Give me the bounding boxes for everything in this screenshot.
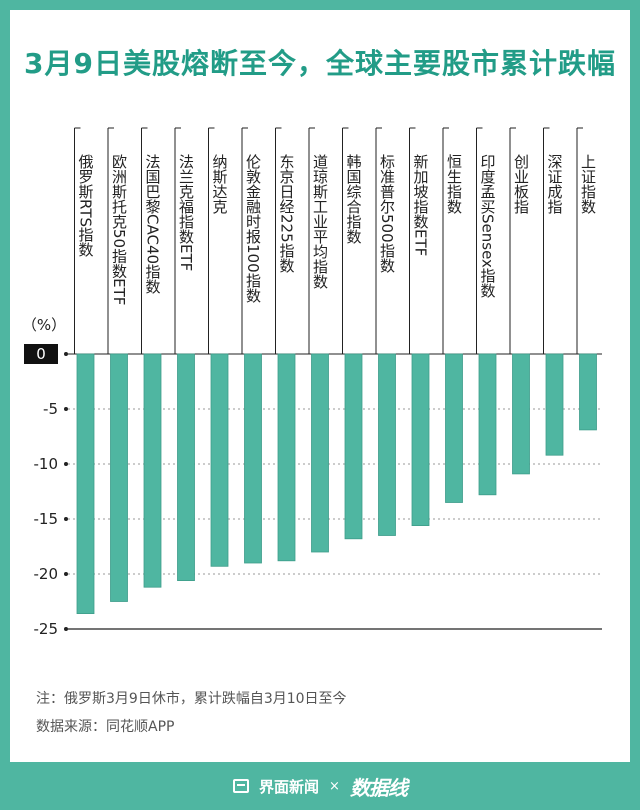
bar xyxy=(110,353,128,602)
tick-dot xyxy=(64,517,68,521)
category-label: 法国巴黎CAC40指数 xyxy=(144,154,162,294)
bar xyxy=(378,353,396,536)
category-label: 俄罗斯RTS指数 xyxy=(77,154,95,257)
footer-brand-bar: 界面新闻 × 数据线 xyxy=(0,762,640,810)
data-source: 数据来源：同花顺APP xyxy=(36,719,175,735)
category-label: 深证成指 xyxy=(546,154,564,215)
chart-title: 3月9日美股熔断至今，全球主要股市累计跌幅 xyxy=(24,47,616,80)
y-tick-label: -5 xyxy=(43,400,58,418)
bar xyxy=(512,353,530,475)
bar xyxy=(344,353,363,540)
category-label: 恒生指数 xyxy=(445,154,463,214)
bar xyxy=(76,353,95,615)
tick-dot xyxy=(64,572,68,576)
footnote: 注：俄罗斯3月9日休市，累计跌幅自3月10日至今 xyxy=(36,691,347,707)
tick-dot xyxy=(64,462,68,466)
y-axis-unit-label: （%） xyxy=(22,316,66,334)
bar-chart: （%） 0 -5 -10 -15 -20 -25 俄罗斯RTS指数 欧洲斯托克50指数ETF 法国… xyxy=(22,127,602,638)
category-label: 新加坡指数ETF xyxy=(412,154,430,256)
category-label: 创业板指 xyxy=(512,154,530,215)
bar xyxy=(545,353,564,456)
bar xyxy=(244,353,262,564)
y-tick-label: -25 xyxy=(34,620,59,638)
zero-tick-badge xyxy=(24,344,58,364)
tick-dot xyxy=(64,352,68,356)
y-tick-label: -15 xyxy=(34,510,59,528)
y-tick-label: 0 xyxy=(36,345,46,363)
brand-datawire: 数据线 xyxy=(349,775,408,800)
y-tick-label: -20 xyxy=(34,565,59,583)
category-label: 标准普尔500指数 xyxy=(378,154,396,273)
news-logo-icon xyxy=(233,779,250,793)
y-tick-label: -10 xyxy=(34,455,59,473)
bar xyxy=(210,353,229,567)
category-label: 印度孟买Sensex指数 xyxy=(479,154,497,298)
category-label: 东京日经225指数 xyxy=(278,154,296,273)
bar xyxy=(143,353,162,588)
category-label: 韩国综合指数 xyxy=(345,154,363,244)
tick-dot xyxy=(64,407,68,411)
category-label: 纳斯达克 xyxy=(211,154,229,215)
category-label: 上证指数 xyxy=(579,154,597,214)
category-label: 道琼斯工业平均指数 xyxy=(311,154,329,289)
category-label: 欧洲斯托克50指数ETF xyxy=(110,154,128,305)
bar xyxy=(445,353,463,503)
bar xyxy=(311,353,329,553)
chart-card: 3月9日美股熔断至今，全球主要股市累计跌幅 （%） 0 -5 -10 -15 -20 -25… xyxy=(10,10,630,762)
bar xyxy=(177,353,195,582)
bar xyxy=(411,353,430,527)
brand-separator: × xyxy=(329,778,340,794)
bar xyxy=(579,353,597,431)
bar xyxy=(478,353,497,496)
brand-jiemian: 界面新闻 xyxy=(259,777,320,796)
tick-dot xyxy=(64,627,68,631)
bar xyxy=(277,353,296,562)
category-label: 法兰克福指数ETF xyxy=(177,154,195,271)
category-label: 伦敦金融时报100指数 xyxy=(244,154,262,303)
